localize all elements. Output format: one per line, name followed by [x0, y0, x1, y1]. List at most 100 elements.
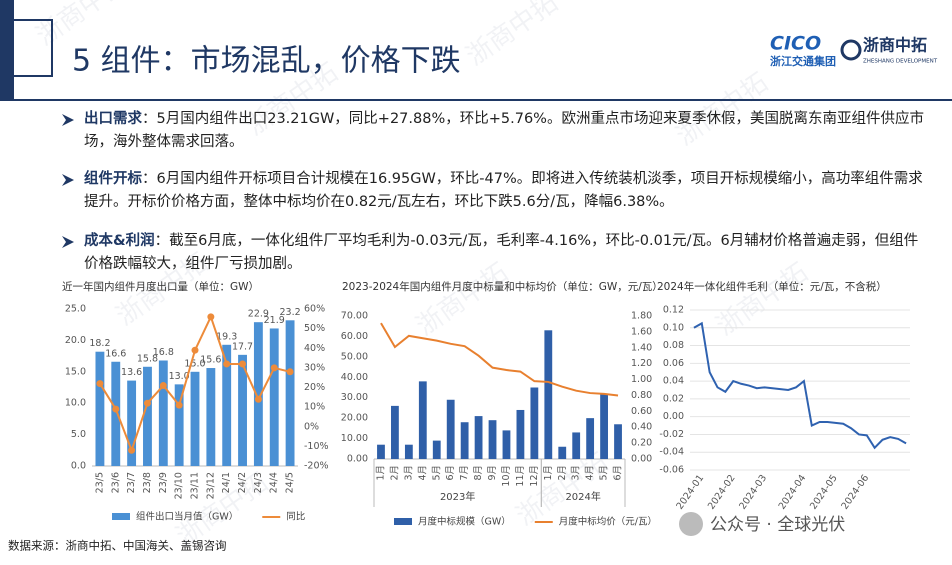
- y-tick-label: 0.0: [71, 461, 86, 472]
- y2-tick-label: 20%: [304, 382, 325, 393]
- data-label: 23.2: [279, 307, 300, 318]
- x-tick-label: 1月: [543, 465, 554, 481]
- x-tick-label: 23/11: [190, 472, 201, 499]
- y-tick-label: -0.02: [659, 429, 684, 440]
- x-tick-label: 6月: [613, 465, 624, 481]
- bar: [460, 422, 469, 459]
- chart-title: 2024年一体化组件毛利（单位：元/瓦，不含税）: [657, 280, 887, 293]
- x-tick-label: 23/12: [205, 472, 216, 499]
- x-tick-label: 23/10: [174, 472, 185, 499]
- x-tick-label: 2024-02: [706, 473, 738, 512]
- x-tick-label: 2024-01: [675, 473, 707, 512]
- legend-label: 组件出口当月值（GW）: [136, 511, 238, 523]
- bar: [253, 322, 263, 466]
- y2-tick-label: 0.80: [631, 390, 652, 401]
- group-label: 2023年: [440, 490, 475, 503]
- y-tick-label: 10.00: [341, 433, 368, 444]
- bar: [222, 344, 232, 466]
- x-tick-label: 6月: [445, 465, 456, 481]
- y-tick-label: 10.0: [65, 398, 86, 409]
- line-marker: [143, 399, 151, 407]
- y2-tick-label: 1.20: [631, 358, 652, 369]
- x-tick-label: 2月: [557, 465, 568, 481]
- bar: [206, 368, 216, 466]
- bar: [418, 381, 427, 459]
- y2-tick-label: 10%: [304, 402, 325, 413]
- y-tick-label: -0.04: [659, 447, 684, 458]
- data-label: 21.9: [264, 315, 285, 326]
- y-tick-label: 20.00: [341, 413, 368, 424]
- wechat-tag: 公众号 · 全球光伏: [710, 515, 845, 535]
- bar: [391, 405, 399, 459]
- data-label: 19.3: [216, 331, 237, 342]
- line-marker: [128, 446, 136, 454]
- x-tick-label: 23/7: [126, 472, 137, 493]
- data-label: 22.9: [248, 309, 269, 320]
- y2-tick-label: 30%: [304, 362, 325, 373]
- y2-tick-label: 1.40: [631, 342, 652, 353]
- y-tick-label: 50.00: [341, 351, 368, 362]
- bullet-text: ：6月国内组件开标项目合计规模在16.95GW，环比-47%。即将进入传统装机淡…: [84, 171, 923, 210]
- group-label: 2024年: [565, 490, 600, 503]
- y-tick-label: 0.04: [663, 376, 684, 387]
- data-label: 16.6: [105, 348, 126, 359]
- line-marker: [191, 346, 199, 354]
- x-tick-label: 3月: [571, 465, 582, 481]
- y2-tick-label: 1.00: [631, 374, 652, 385]
- side-bar: [0, 0, 14, 100]
- bar: [432, 440, 441, 459]
- bar: [174, 384, 184, 466]
- bar: [190, 371, 200, 466]
- x-tick-label: 5月: [599, 465, 610, 481]
- data-label: 16.8: [153, 347, 174, 358]
- bar: [285, 320, 295, 466]
- data-label: 17.7: [232, 341, 253, 352]
- x-tick-label: 5月: [431, 465, 442, 481]
- bullet-label: 组件开标: [84, 171, 142, 187]
- watermark: 浙商中拓: [461, 0, 563, 72]
- data-label: 15.6: [200, 355, 221, 366]
- y-tick-label: 5.0: [71, 429, 86, 440]
- x-tick-label: 23/6: [110, 472, 121, 493]
- legend-label: 月度中标均价（元/瓦）: [559, 516, 657, 528]
- bar: [404, 444, 413, 459]
- x-tick-label: 24/1: [221, 472, 232, 493]
- line-marker: [286, 368, 294, 376]
- y2-tick-label: 50%: [304, 323, 325, 334]
- bar: [269, 328, 279, 466]
- x-tick-label: 23/8: [142, 472, 153, 493]
- line-marker: [159, 382, 167, 390]
- y-tick-label: 0.00: [663, 411, 684, 422]
- x-tick-label: 23/9: [158, 472, 169, 493]
- line: [693, 321, 907, 450]
- legend-swatch: [112, 513, 130, 520]
- x-tick-label: 24/4: [269, 472, 280, 493]
- data-label: 13.6: [121, 367, 142, 378]
- legend-label: 同比: [286, 511, 305, 523]
- x-tick-label: 2024-04: [777, 473, 809, 512]
- frame: [9, 19, 53, 77]
- bullet-text: ：5月国内组件出口23.21GW，同比+27.88%，环比+5.76%。欧洲重点…: [84, 111, 924, 150]
- logo-icon: [840, 39, 862, 61]
- bullet-arrow: [62, 236, 74, 248]
- title: 5 组件：市场混乱，价格下跌: [72, 44, 461, 79]
- y-tick-label: 40.00: [341, 372, 368, 383]
- wechat-icon: [679, 512, 703, 536]
- bullet-arrow: [62, 174, 74, 186]
- bar: [238, 354, 247, 466]
- bar: [502, 430, 511, 459]
- x-tick-label: 24/3: [253, 472, 264, 493]
- bar: [95, 351, 105, 466]
- x-tick-label: 4月: [417, 465, 428, 481]
- source: 数据来源：浙商中拓、中国海关、盖锡咨询: [8, 539, 227, 553]
- bar: [158, 360, 168, 466]
- x-tick-label: 24/5: [285, 472, 296, 493]
- data-label: 13.0: [169, 371, 190, 382]
- x-tick-label: 2月: [389, 465, 400, 481]
- x-tick-label: 2024-06: [840, 473, 872, 512]
- y2-tick-label: 0.60: [631, 406, 652, 417]
- y-tick-label: 0.02: [663, 393, 684, 404]
- line: [380, 322, 619, 397]
- line-marker: [175, 401, 183, 409]
- bullet-label: 成本&利润: [84, 233, 155, 249]
